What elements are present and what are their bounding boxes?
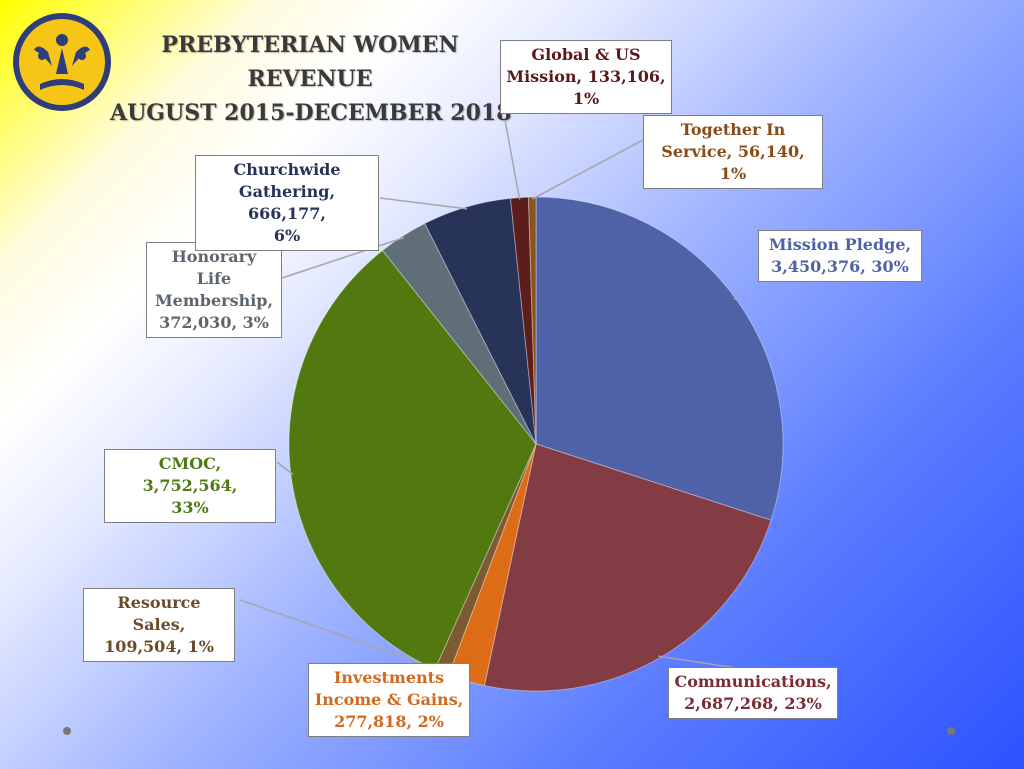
data-label-line: Global & US bbox=[531, 45, 641, 64]
pie-slice-cmoc bbox=[288, 249, 537, 671]
data-label-line: 3,450,376, 30% bbox=[771, 257, 909, 276]
pie-slice-communications bbox=[483, 443, 772, 692]
data-label-line: Income & Gains, bbox=[314, 690, 464, 709]
data-label-line: 372,030, 3% bbox=[159, 313, 269, 332]
data-label-line: 109,504, 1% bbox=[104, 637, 214, 656]
leader-line bbox=[276, 461, 294, 475]
pie-slice-honorary-life-membership bbox=[381, 222, 537, 445]
leader-line bbox=[733, 293, 739, 301]
data-label-line: Honorary Life bbox=[171, 247, 257, 288]
pie-slice-churchwide-gathering bbox=[424, 197, 537, 445]
data-label-mission-pledge: Mission Pledge, 3,450,376, 30% bbox=[758, 230, 922, 282]
leader-line bbox=[531, 139, 644, 200]
title-line-1: PREBYTERIAN WOMEN bbox=[161, 32, 459, 58]
data-label-line: 2,687,268, 23% bbox=[684, 694, 822, 713]
leader-line bbox=[504, 119, 521, 200]
title-line-2: REVENUE bbox=[247, 66, 373, 92]
data-label-line: Membership, bbox=[154, 291, 274, 310]
data-label-line: Communications, bbox=[674, 672, 832, 691]
data-label-resource-sales: Resource Sales, 109,504, 1% bbox=[83, 588, 235, 662]
data-label-line: 1% bbox=[572, 89, 600, 108]
data-label-line: Together In bbox=[680, 120, 786, 139]
nav-dot-left[interactable] bbox=[63, 727, 71, 735]
leader-line bbox=[658, 655, 737, 669]
data-label-line: Mission Pledge, bbox=[768, 235, 912, 254]
data-label-line: 33% bbox=[171, 498, 209, 517]
data-label-honorary-life-membership: Honorary Life Membership, 372,030, 3% bbox=[146, 242, 282, 338]
data-label-communications: Communications, 2,687,268, 23% bbox=[668, 667, 838, 719]
data-label-line: Mission, 133,106, bbox=[506, 67, 666, 86]
data-label-line: Investments bbox=[333, 668, 445, 687]
leader-line bbox=[281, 236, 405, 279]
nav-dot-right[interactable] bbox=[947, 727, 955, 735]
data-label-global-us-mission: Global & US Mission, 133,106, 1% bbox=[500, 40, 672, 114]
data-label-cmoc: CMOC, 3,752,564, 33% bbox=[104, 449, 276, 523]
logo bbox=[13, 13, 111, 111]
leader-line bbox=[239, 599, 443, 672]
data-label-churchwide-gathering: Churchwide Gathering, 666,177, 6% bbox=[195, 155, 379, 251]
data-label-investments-income-gains: Investments Income & Gains, 277,818, 2% bbox=[308, 663, 470, 737]
leader-line bbox=[379, 197, 468, 210]
data-label-line: 277,818, 2% bbox=[334, 712, 444, 731]
data-label-together-in-service: Together In Service, 56,140, 1% bbox=[643, 115, 823, 189]
data-label-line: CMOC, 3,752,564, bbox=[142, 454, 238, 495]
data-label-line: Gathering, 666,177, bbox=[238, 182, 336, 223]
data-label-line: 6% bbox=[273, 226, 301, 245]
data-label-line: Churchwide bbox=[233, 160, 341, 179]
title-line-3: AUGUST 2015-DECEMBER 2018 bbox=[110, 100, 512, 126]
chart-title: PREBYTERIAN WOMEN REVENUE AUGUST 2015-DE… bbox=[110, 28, 512, 130]
data-label-line: Resource Sales, bbox=[117, 593, 201, 634]
data-label-line: Service, 56,140, 1% bbox=[661, 142, 805, 183]
